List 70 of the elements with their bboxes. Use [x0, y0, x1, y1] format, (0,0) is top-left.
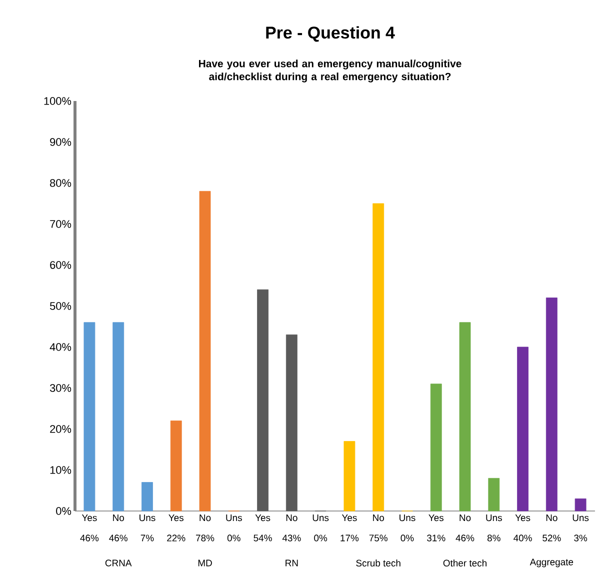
data-label: 43% [282, 534, 301, 542]
data-label: 31% [427, 534, 446, 542]
y-tick-label: 80% [50, 179, 72, 187]
bar [546, 298, 558, 512]
data-label: 46% [109, 534, 128, 542]
data-label: 75% [369, 534, 388, 542]
y-tick-label: 20% [50, 425, 72, 433]
data-label: 0% [314, 534, 328, 542]
x-tick-label: Yes [515, 514, 530, 522]
bar [257, 289, 268, 512]
data-label: 22% [167, 534, 186, 542]
text: RN [286, 560, 298, 566]
bar [199, 190, 211, 512]
x-tick-label: Yes [168, 514, 184, 522]
y-tick-label: 10% [50, 466, 72, 474]
data-label: 17% [340, 534, 359, 542]
bar [372, 203, 384, 512]
y-tick-label: 0% [56, 507, 72, 515]
data-label: 46% [80, 534, 99, 542]
y-tick-label: 50% [50, 302, 72, 310]
bar [344, 441, 356, 512]
x-tick-label: No [546, 514, 558, 522]
y-tick-label: 100% [44, 97, 72, 105]
x-tick-label: Uns [140, 514, 156, 522]
data-label: 0% [227, 534, 240, 542]
bar [170, 420, 182, 512]
bar [142, 482, 153, 512]
data-label: 0% [400, 534, 414, 542]
x-tick-label: Uns [572, 514, 589, 522]
text: Scrub tech [356, 560, 400, 566]
x-tick-label: Yes [428, 514, 444, 522]
data-label: 7% [140, 534, 154, 542]
x-tick-label: Uns [226, 514, 242, 522]
y-tick-label: 90% [50, 138, 72, 146]
chart-subtitle: Have you ever used an emergency manual/cognitive aid/checklist during a real emergency situation? [199, 60, 462, 82]
data-label: 52% [542, 534, 561, 542]
bar [574, 498, 586, 512]
data-label: 78% [196, 534, 214, 542]
y-tick-label: 60% [50, 261, 72, 269]
data-label: 54% [254, 534, 272, 542]
bar [459, 322, 471, 512]
bar [430, 384, 442, 512]
x-tick-label: No [286, 514, 298, 522]
bar [488, 478, 500, 512]
data-label: 46% [456, 534, 474, 542]
text: Aggregate [530, 558, 574, 568]
bar [84, 322, 96, 512]
data-label: 8% [487, 534, 500, 542]
data-label: 40% [514, 534, 532, 542]
bar [112, 322, 124, 512]
text: Other tech [443, 560, 486, 566]
data-label: 3% [574, 534, 588, 542]
text: MD [198, 560, 212, 566]
x-tick-label: Yes [255, 514, 270, 522]
x-tick-label: No [200, 514, 211, 522]
y-tick-label: 40% [50, 343, 72, 351]
x-tick-label: No [460, 514, 471, 522]
x-tick-label: Yes [342, 514, 357, 522]
x-tick-label: Uns [312, 514, 329, 522]
y-tick-label: 70% [50, 220, 72, 228]
x-tick-label: No [373, 514, 384, 522]
x-tick-label: Uns [400, 514, 416, 522]
bar [517, 346, 528, 512]
chart-title: Pre - Question 4 [266, 26, 395, 42]
x-tick-label: Yes [82, 514, 97, 522]
bar [286, 334, 298, 512]
text: CRNA [105, 560, 132, 566]
y-tick-label: 30% [50, 384, 72, 392]
x-tick-label: No [113, 514, 124, 522]
x-tick-label: Uns [486, 514, 502, 522]
